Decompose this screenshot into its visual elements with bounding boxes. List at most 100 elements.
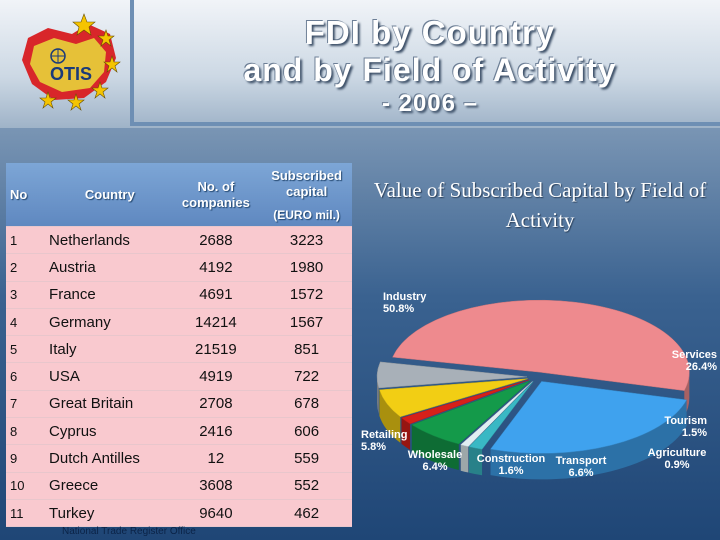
pie-label-retailing: Retailing xyxy=(361,429,407,441)
table-row: 1 Netherlands 2688 3223 xyxy=(6,226,352,255)
cell-country: Dutch Antilles xyxy=(43,444,171,473)
header-capital-unit: (EURO mil.) xyxy=(273,207,340,222)
cell-companies: 2708 xyxy=(170,390,262,419)
pie-side-services xyxy=(490,399,687,480)
pie-side-transport xyxy=(411,424,459,471)
pie-slice-industry xyxy=(392,299,690,391)
cell-capital: 3223 xyxy=(261,226,352,255)
pie-value-industry: 50.8% xyxy=(383,303,414,315)
cell-no: 7 xyxy=(6,390,44,419)
cell-capital: 462 xyxy=(261,499,352,528)
cell-capital: 1980 xyxy=(261,253,352,282)
cell-country: Austria xyxy=(43,253,171,282)
pie-label-construction: Construction xyxy=(477,453,546,465)
logo-text: OTIS xyxy=(50,64,92,84)
pie-value-wholesale: 6.4% xyxy=(422,461,447,473)
pie-value-transport: 6.6% xyxy=(568,467,593,479)
pie-slice-services xyxy=(490,381,688,454)
pie-value-tourism: 1.5% xyxy=(682,427,707,439)
pie-side-tourism xyxy=(469,446,483,476)
pie-label-services: Services xyxy=(672,349,717,361)
table-row: 2 Austria 4192 1980 xyxy=(6,253,352,282)
pie-label-wholesale: Wholesale xyxy=(408,449,462,461)
pie-value-services: 26.4% xyxy=(686,361,717,373)
cell-capital: 1572 xyxy=(261,281,352,309)
cell-no: 4 xyxy=(6,308,44,337)
page-title-year: - 2006 – xyxy=(381,90,479,117)
pie-side-construction xyxy=(401,417,411,450)
cell-capital: 552 xyxy=(261,472,352,500)
pie-label-tourism: Tourism xyxy=(664,415,707,427)
fdi-country-table: No Country No. of companies Subscribed c… xyxy=(6,163,352,528)
pie-label-agriculture: Agriculture xyxy=(648,447,707,459)
header-country: Country xyxy=(43,163,171,227)
cell-companies: 14214 xyxy=(170,308,262,337)
cell-no: 6 xyxy=(6,362,44,391)
cell-country: Italy xyxy=(43,335,171,364)
cell-capital: 606 xyxy=(261,417,352,446)
pie-side-wholesale xyxy=(379,389,401,443)
table-row: 8 Cyprus 2416 606 xyxy=(6,417,352,446)
cell-companies: 2416 xyxy=(170,417,262,446)
cell-companies: 4192 xyxy=(170,253,262,282)
cell-no: 9 xyxy=(6,444,44,473)
cell-country: Turkey xyxy=(43,499,171,528)
header-companies: No. of companies xyxy=(170,163,262,227)
cell-no: 3 xyxy=(6,281,44,309)
cell-companies: 21519 xyxy=(170,335,262,364)
cell-country: USA xyxy=(43,362,171,391)
pie-slice-agriculture xyxy=(460,381,533,447)
cell-companies: 2688 xyxy=(170,226,262,255)
page-title-line1: FDI by Country xyxy=(304,14,556,51)
table-row: 11 Turkey 9640 462 xyxy=(6,499,352,528)
cell-no: 11 xyxy=(6,499,44,528)
pie-label-industry: Industry xyxy=(383,291,427,303)
table-row: 6 USA 4919 722 xyxy=(6,362,352,391)
cell-companies: 4691 xyxy=(170,281,262,309)
pie-side-agriculture xyxy=(460,444,469,473)
pie-slice-wholesale xyxy=(379,378,528,418)
cell-no: 10 xyxy=(6,472,44,500)
page-title-line2: and by Field of Activity xyxy=(243,52,617,88)
cell-no: 2 xyxy=(6,253,44,282)
footer-source: National Trade Register Office xyxy=(62,526,196,537)
pie-value-retailing: 5.8% xyxy=(361,441,386,453)
cell-capital: 1567 xyxy=(261,308,352,337)
cell-companies: 3608 xyxy=(170,472,262,500)
cell-country: Germany xyxy=(43,308,171,337)
pie-slice-construction xyxy=(400,379,529,425)
pie-value-construction: 1.6% xyxy=(498,465,523,477)
pie-slice-transport xyxy=(411,380,531,445)
cell-companies: 4919 xyxy=(170,362,262,391)
cell-capital: 559 xyxy=(261,444,352,473)
table-row: 5 Italy 21519 851 xyxy=(6,335,352,364)
table-row: 4 Germany 14214 1567 xyxy=(6,308,352,337)
table-row: 3 France 4691 1572 xyxy=(6,281,352,309)
table-row: 9 Dutch Antilles 12 559 xyxy=(6,444,352,473)
pie-value-agriculture: 0.9% xyxy=(664,459,689,471)
table-row: 7 Great Britain 2708 678 xyxy=(6,390,352,419)
cell-companies: 9640 xyxy=(170,499,262,528)
cell-no: 1 xyxy=(6,226,44,255)
cell-country: Greece xyxy=(43,472,171,500)
table-row: 10 Greece 3608 552 xyxy=(6,472,352,500)
cell-capital: 678 xyxy=(261,390,352,419)
pie-side-retailing xyxy=(377,376,379,414)
cell-no: 5 xyxy=(6,335,44,364)
header-no: No xyxy=(6,163,44,227)
header-divider-vertical xyxy=(130,0,134,126)
cell-country: France xyxy=(43,281,171,309)
cell-companies: 12 xyxy=(170,444,262,473)
cell-country: Cyprus xyxy=(43,417,171,446)
pie-slice-retailing xyxy=(376,361,528,389)
table-header-row: No Country No. of companies Subscribed c… xyxy=(6,163,352,227)
cell-country: Great Britain xyxy=(43,390,171,419)
pie-slice-tourism xyxy=(468,381,534,450)
header-companies-text: No. of companies xyxy=(181,178,250,210)
header-capital: Subscribed capital (EURO mil.) xyxy=(261,163,352,227)
cell-country: Netherlands xyxy=(43,226,171,255)
header-divider-horizontal xyxy=(130,122,720,126)
eu-stars-globe-logo: OTIS xyxy=(22,13,121,111)
chart-title: Value of Subscribed Capital by Field of … xyxy=(373,178,707,232)
